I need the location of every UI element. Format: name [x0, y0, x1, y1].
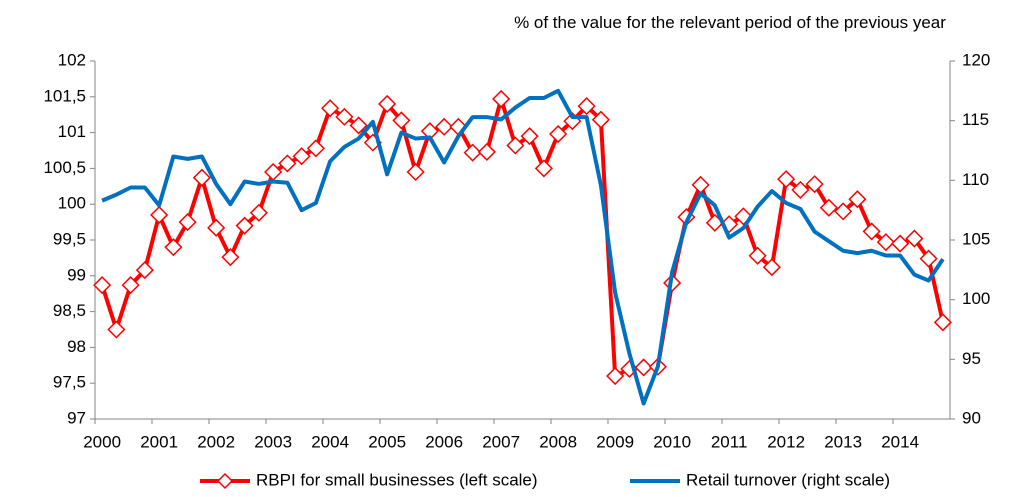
data-point: [477, 142, 496, 161]
data-point: [848, 190, 867, 209]
data-point: [534, 159, 553, 178]
y-tick-label: 97: [67, 408, 86, 427]
y-tick-label: 97,5: [53, 373, 86, 392]
data-point: [107, 320, 126, 339]
data-point: [834, 202, 853, 221]
y2-tick-label: 120: [962, 50, 990, 69]
y-tick-label: 101: [58, 122, 86, 141]
data-point: [463, 143, 482, 162]
data-point: [492, 89, 511, 109]
data-point: [349, 116, 368, 135]
legend-marker: [216, 472, 234, 490]
data-point: [520, 127, 539, 146]
y2-tick-label: 90: [962, 408, 981, 427]
data-point: [919, 249, 938, 268]
data-point: [135, 261, 154, 280]
y2-axis-title: % of the value for the relevant period o…: [514, 13, 946, 32]
data-point: [577, 97, 596, 116]
data-point: [192, 168, 211, 187]
x-tick-label: 2009: [596, 432, 634, 451]
data-point: [178, 213, 197, 232]
legend-label: Retail turnover (right scale): [686, 470, 890, 489]
y-tick-label: 100,5: [43, 158, 86, 177]
y-tick-label: 99,5: [53, 229, 86, 248]
x-tick-label: 2004: [311, 432, 349, 451]
y-tick-label: 100: [58, 194, 86, 213]
series-line: [100, 96, 945, 379]
y-tick-label: 98,5: [53, 301, 86, 320]
data-point: [591, 110, 610, 129]
data-point: [933, 313, 952, 332]
data-point: [121, 276, 140, 295]
data-point: [150, 205, 169, 225]
y2-tick-label: 105: [962, 229, 990, 248]
data-point: [819, 198, 838, 217]
data-point: [249, 203, 268, 222]
x-tick-label: 2002: [197, 432, 235, 451]
data-point: [606, 366, 625, 386]
data-point: [278, 154, 297, 173]
data-point: [292, 147, 311, 166]
x-tick-label: 2005: [368, 432, 406, 451]
y-tick-label: 99: [67, 265, 86, 284]
data-point: [862, 222, 881, 241]
data-point: [221, 248, 240, 267]
y2-tick-label: 100: [962, 289, 990, 308]
x-tick-label: 2012: [767, 432, 805, 451]
x-tick-label: 2014: [881, 432, 919, 451]
data-point: [777, 170, 796, 189]
data-point: [791, 180, 810, 199]
y-tick-label: 98: [67, 337, 86, 356]
data-point: [321, 99, 340, 118]
data-point: [748, 246, 767, 265]
data-point: [406, 162, 425, 182]
data-point: [691, 175, 710, 194]
y2-tick-label: 110: [962, 170, 989, 189]
data-point: [235, 216, 254, 235]
x-tick-label: 2007: [482, 432, 520, 451]
x-tick-label: 2013: [824, 432, 862, 451]
series-line: [101, 88, 945, 406]
data-point: [905, 229, 924, 248]
data-point: [805, 175, 824, 194]
x-tick-label: 2010: [653, 432, 691, 451]
data-point: [762, 258, 781, 277]
data-point: [164, 238, 183, 257]
data-point: [435, 117, 454, 136]
data-point: [93, 276, 112, 295]
y2-tick-label: 115: [962, 110, 989, 129]
data-point: [634, 358, 653, 377]
legend-label: RBPI for small businesses (left scale): [256, 470, 538, 489]
data-point: [335, 107, 354, 126]
y2-tick-label: 95: [962, 349, 981, 368]
data-point: [378, 94, 397, 114]
data-point: [306, 139, 325, 158]
data-point: [876, 233, 895, 252]
x-tick-label: 2003: [254, 432, 292, 451]
x-tick-label: 2008: [539, 432, 577, 451]
data-point: [549, 124, 568, 144]
data-point: [392, 111, 411, 130]
x-tick-label: 2011: [711, 432, 748, 451]
y-tick-label: 102: [58, 50, 86, 69]
data-point: [207, 218, 226, 237]
data-point: [891, 234, 910, 253]
data-point: [506, 136, 525, 155]
y-tick-label: 101,5: [43, 86, 86, 105]
x-tick-label: 2006: [425, 432, 463, 451]
x-tick-label: 2000: [83, 432, 121, 451]
x-tick-label: 2001: [140, 432, 178, 451]
